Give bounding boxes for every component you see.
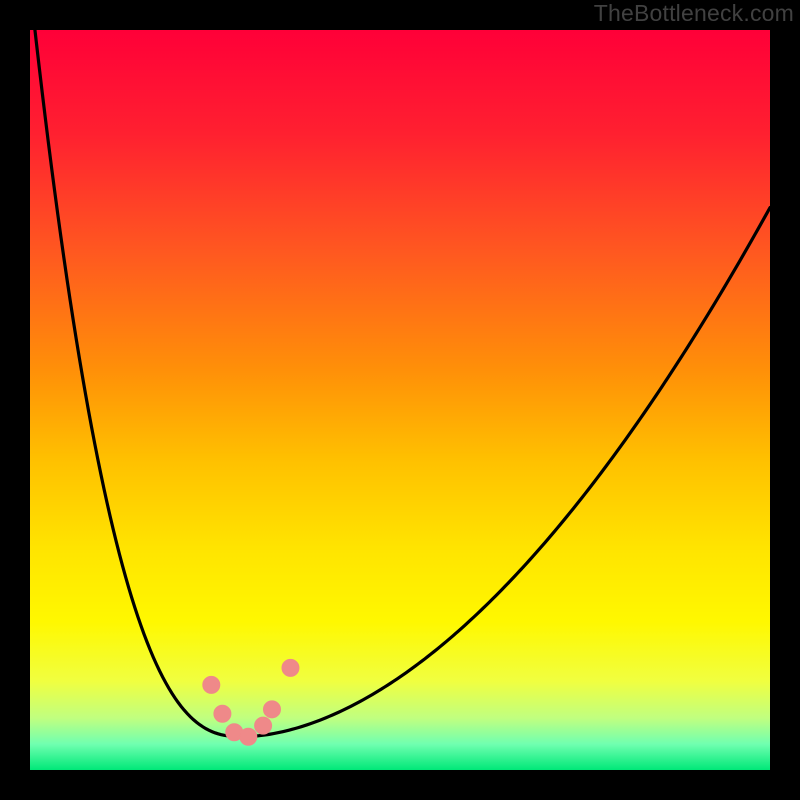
- curve-marker: [203, 676, 220, 693]
- curve-marker: [214, 705, 231, 722]
- curve-marker: [240, 728, 257, 745]
- curve-marker: [263, 701, 280, 718]
- curve-marker: [282, 659, 299, 676]
- outer-frame: TheBottleneck.com: [0, 0, 800, 800]
- curve-layer: [30, 30, 770, 770]
- watermark-text: TheBottleneck.com: [594, 0, 794, 27]
- curve-marker: [255, 717, 272, 734]
- bottleneck-curve: [30, 0, 770, 737]
- plot-area: [30, 30, 770, 770]
